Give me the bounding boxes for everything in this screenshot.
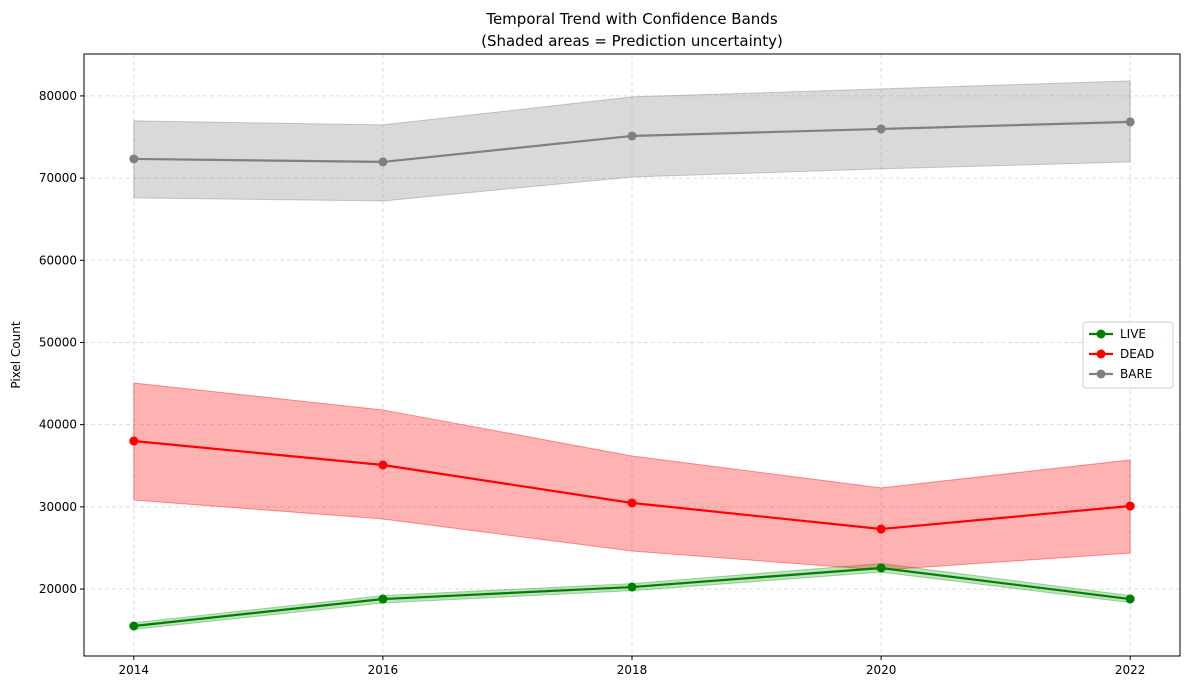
legend-label-bare: BARE	[1120, 367, 1152, 381]
y-tick-label: 60000	[39, 253, 77, 267]
x-tick-label: 2018	[617, 663, 648, 677]
data-point-live	[129, 621, 139, 631]
y-tick-label: 70000	[39, 171, 77, 185]
legend: LIVE DEAD BARE	[1082, 321, 1174, 389]
x-tick-label: 2022	[1115, 663, 1146, 677]
legend-marker-live	[1096, 329, 1106, 339]
legend-marker-bare	[1096, 369, 1106, 379]
data-point-live	[378, 594, 388, 604]
confidence-band-bare	[133, 80, 1131, 202]
legend-label-live: LIVE	[1120, 327, 1146, 341]
data-point-bare	[129, 154, 139, 164]
data-point-dead	[378, 460, 388, 470]
data-point-dead	[627, 498, 637, 508]
confidence-band-dead	[133, 382, 1131, 571]
x-tick-label: 2016	[368, 663, 399, 677]
data-point-bare	[876, 124, 886, 134]
data-point-dead	[129, 436, 139, 446]
y-tick-label: 50000	[39, 335, 77, 349]
x-tick-label: 2020	[866, 663, 897, 677]
data-point-bare	[1125, 117, 1135, 127]
y-tick-label: 30000	[39, 500, 77, 514]
data-point-bare	[627, 131, 637, 141]
data-point-live	[627, 582, 637, 592]
x-tick-label: 2014	[119, 663, 150, 677]
data-point-live	[1125, 594, 1135, 604]
y-tick-label: 40000	[39, 418, 77, 432]
chart-title: Temporal Trend with Confidence Bands	[485, 10, 777, 28]
chart-subtitle: (Shaded areas = Prediction uncertainty)	[481, 32, 783, 50]
data-point-dead	[1125, 501, 1135, 511]
y-tick-label: 80000	[39, 89, 77, 103]
data-point-bare	[378, 157, 388, 167]
legend-marker-dead	[1096, 349, 1106, 359]
y-tick-label: 20000	[39, 582, 77, 596]
data-point-live	[876, 563, 886, 573]
data-point-dead	[876, 524, 886, 534]
y-axis-label: Pixel Count	[9, 321, 23, 389]
legend-box	[1082, 321, 1174, 389]
legend-label-dead: DEAD	[1120, 347, 1154, 361]
